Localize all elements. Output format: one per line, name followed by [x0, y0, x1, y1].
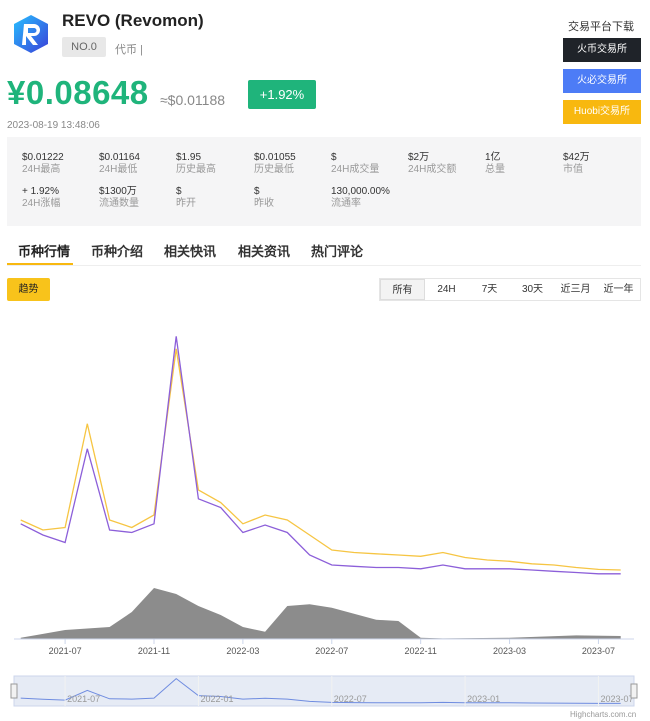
huobi-bi-exchange-button[interactable]: 火必交易所 [563, 69, 641, 93]
navigator-handle-right [630, 683, 638, 699]
price-usd: ≈$0.01188 [160, 92, 226, 108]
price-timestamp: 2023-08-19 13:48:06 [7, 120, 100, 131]
navigator-tick-label: 2023-07 [600, 694, 633, 704]
price-chart: 2021-07 2021-11 2022-03 2022-07 2022-11 2023-… [10, 336, 638, 707]
stat-atl: $0.01055 历史最低 [254, 152, 296, 175]
tab-market[interactable]: 币种行情 [18, 244, 71, 259]
exchange-download-title: 交易平台下载 [568, 21, 634, 33]
tab-flash-news[interactable]: 相关快讯 [164, 244, 217, 259]
stats-panel: $0.01222 24H最高 $0.01164 24H最低 $1.95 历史最高 $0… [7, 137, 641, 226]
coin-logo-icon [14, 15, 48, 53]
range-30d[interactable]: 30天 [521, 284, 544, 295]
navigator-series [20, 677, 621, 704]
stat-24h-change: + 1.92% 24H涨幅 [22, 186, 61, 209]
huobi-global-exchange-button[interactable]: Huobi交易所 [563, 100, 641, 124]
tabs-divider [7, 265, 641, 266]
coin-name: REVO (Revomon) [62, 11, 204, 30]
range-7d[interactable]: 7天 [481, 284, 498, 295]
range-1y[interactable]: 近一年 [603, 284, 634, 295]
navigator-tick-label: 2021-07 [67, 694, 100, 704]
navigator-handle-left [10, 683, 18, 699]
chart-credit: Highcharts.com.cn [570, 710, 637, 719]
stat-yesterday-open: $ 昨开 [176, 186, 196, 209]
x-tick-label: 2022-07 [315, 646, 348, 656]
stat-market-cap: $42万 市值 [563, 152, 590, 175]
range-all[interactable]: 所有 [380, 279, 425, 300]
x-tick-label: 2022-03 [226, 646, 259, 656]
navigator-background [13, 675, 635, 707]
tab-comments[interactable]: 热门评论 [311, 244, 364, 259]
rank-badge: NO.0 [62, 37, 106, 57]
change-badge: +1.92% [248, 80, 316, 109]
navigator-tick-label: 2022-07 [334, 694, 367, 704]
range-3m[interactable]: 近三月 [560, 284, 591, 295]
coin-type-tag: 代币 | [115, 44, 143, 56]
stat-24h-low: $0.01164 24H最低 [99, 152, 140, 175]
price-series-1 [20, 336, 621, 575]
tab-news[interactable]: 相关资讯 [238, 244, 291, 259]
stat-circulating: $1300万 流通数量 [99, 186, 139, 209]
x-tick-label: 2021-11 [138, 646, 170, 656]
navigator-tick-label: 2022-01 [200, 694, 233, 704]
x-tick-label: 2023-03 [493, 646, 526, 656]
stat-24h-high: $0.01222 24H最高 [22, 152, 64, 175]
x-tick-label: 2023-07 [582, 646, 615, 656]
stat-24h-volume: $24H成交量 [331, 152, 380, 175]
price-cny: ¥0.08648 [7, 74, 149, 111]
x-tick-label: 2022-11 [404, 646, 436, 656]
tab-active-indicator [7, 263, 73, 265]
stat-yesterday-close: $ 昨收 [254, 186, 274, 209]
navigator-tick-label: 2023-01 [467, 694, 500, 704]
range-selector: 所有 24H 7天 30天 近三月 近一年 [379, 278, 641, 301]
stat-total-supply: 1亿 总量 [485, 152, 505, 175]
trend-button[interactable]: 趋势 [7, 278, 50, 301]
range-24h[interactable]: 24H [437, 284, 456, 295]
x-tick-label: 2021-07 [49, 646, 82, 656]
stat-24h-turnover: $2万 24H成交额 [408, 152, 457, 175]
huobi-exchange-button[interactable]: 火币交易所 [563, 38, 641, 62]
volume-area [20, 588, 621, 639]
stat-circulation-rate: 130,000.00% 流通率 [331, 186, 390, 209]
price-series-0 [20, 348, 621, 571]
stat-ath: $1.95 历史最高 [176, 152, 216, 175]
tab-intro[interactable]: 币种介绍 [91, 244, 144, 259]
